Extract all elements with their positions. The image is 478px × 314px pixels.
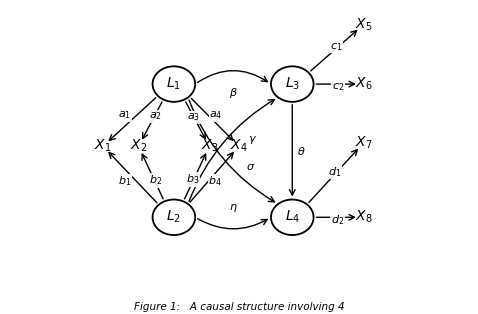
Text: $\theta$: $\theta$ [297,145,305,157]
Ellipse shape [271,66,314,102]
Text: $L_1$: $L_1$ [166,76,181,92]
Text: $L_2$: $L_2$ [166,209,181,225]
Text: $d_{2}$: $d_{2}$ [331,213,344,227]
Ellipse shape [152,66,195,102]
Text: $c_{2}$: $c_{2}$ [332,81,344,93]
Text: Figure 1:   A causal structure involving 4: Figure 1: A causal structure involving 4 [134,302,344,312]
Text: $\eta$: $\eta$ [229,203,238,214]
Text: $\gamma$: $\gamma$ [248,134,257,146]
Text: $a_{2}$: $a_{2}$ [149,111,162,122]
Text: $b_{3}$: $b_{3}$ [186,172,200,186]
Text: $X_6$: $X_6$ [355,76,372,92]
Text: $X_4$: $X_4$ [230,138,248,154]
Text: $b_{1}$: $b_{1}$ [119,175,131,188]
Text: $b_{4}$: $b_{4}$ [208,174,222,188]
Text: $\sigma$: $\sigma$ [246,162,256,172]
Text: $c_{1}$: $c_{1}$ [330,41,342,52]
Text: $a_{1}$: $a_{1}$ [118,109,131,121]
Text: $X_3$: $X_3$ [201,138,218,154]
Text: $X_2$: $X_2$ [130,138,147,154]
Text: $d_{1}$: $d_{1}$ [328,165,342,179]
Text: $X_7$: $X_7$ [355,135,372,151]
Text: $\beta$: $\beta$ [228,86,238,100]
Text: $X_8$: $X_8$ [355,209,372,225]
Text: $b_{2}$: $b_{2}$ [149,173,162,187]
Ellipse shape [271,199,314,235]
Text: $X_1$: $X_1$ [94,138,111,154]
Text: $a_{3}$: $a_{3}$ [187,111,200,123]
Text: $a_{4}$: $a_{4}$ [209,109,223,121]
Ellipse shape [152,199,195,235]
Text: $X_5$: $X_5$ [355,17,372,33]
Text: $L_3$: $L_3$ [285,76,300,92]
Text: $L_4$: $L_4$ [284,209,300,225]
